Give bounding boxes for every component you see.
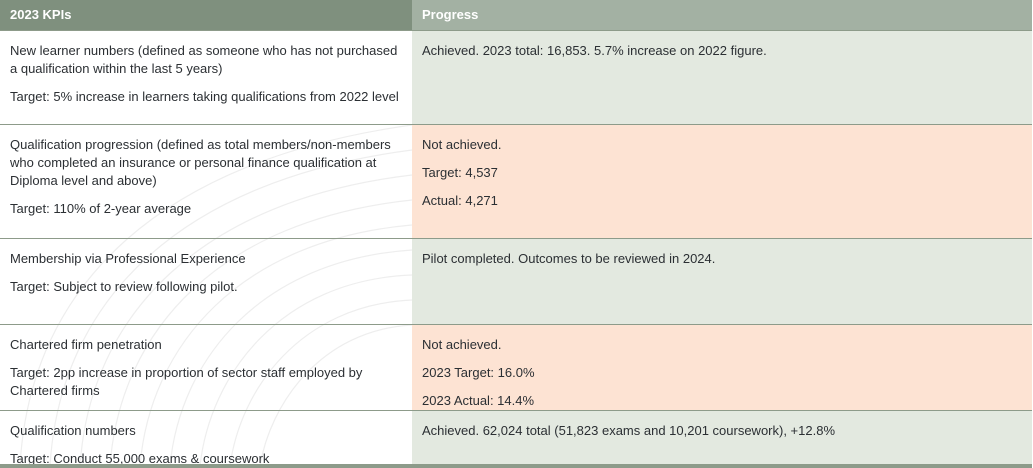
progress-cell: Not achieved. Target: 4,537 Actual: 4,27… bbox=[412, 125, 1032, 238]
kpi-cell: Membership via Professional Experience T… bbox=[0, 239, 412, 324]
kpi-target: Target: Subject to review following pilo… bbox=[10, 279, 238, 294]
kpi-column-header: 2023 KPIs bbox=[0, 0, 412, 30]
progress-text: Pilot completed. Outcomes to be reviewed… bbox=[422, 251, 716, 266]
table-row: New learner numbers (defined as someone … bbox=[0, 30, 1032, 124]
kpi-cell: Qualification numbers Target: Conduct 55… bbox=[0, 411, 412, 466]
kpi-cell: Chartered firm penetration Target: 2pp i… bbox=[0, 325, 412, 410]
progress-column-header: Progress bbox=[422, 7, 479, 22]
kpi-target: Target: 2pp increase in proportion of se… bbox=[10, 365, 363, 398]
table-bottom-rule bbox=[0, 464, 1032, 468]
progress-status: Not achieved. bbox=[422, 137, 502, 152]
kpi-cell: Qualification progression (defined as to… bbox=[0, 125, 412, 238]
progress-status: Not achieved. bbox=[422, 337, 502, 352]
kpi-description: Chartered firm penetration bbox=[10, 337, 162, 352]
progress-text: Achieved. 62,024 total (51,823 exams and… bbox=[422, 423, 836, 438]
progress-cell: Not achieved. 2023 Target: 16.0% 2023 Ac… bbox=[412, 325, 1032, 410]
kpi-target: Target: 110% of 2-year average bbox=[10, 201, 192, 216]
progress-actual: Actual: 4,271 bbox=[422, 193, 498, 208]
progress-cell: Pilot completed. Outcomes to be reviewed… bbox=[412, 239, 1032, 324]
kpi-description: Qualification numbers bbox=[10, 423, 136, 438]
kpi-target: Target: 5% increase in learners taking q… bbox=[10, 89, 399, 104]
kpi-target: Target: Conduct 55,000 exams & coursewor… bbox=[10, 451, 270, 466]
kpi-description: Qualification progression (defined as to… bbox=[10, 137, 391, 188]
progress-cell: Achieved. 62,024 total (51,823 exams and… bbox=[412, 411, 1032, 464]
table-row: Chartered firm penetration Target: 2pp i… bbox=[0, 324, 1032, 410]
kpi-description: New learner numbers (defined as someone … bbox=[10, 43, 398, 76]
table-row: Qualification numbers Target: Conduct 55… bbox=[0, 410, 1032, 466]
progress-cell: Achieved. 2023 total: 16,853. 5.7% incre… bbox=[412, 31, 1032, 124]
progress-target: Target: 4,537 bbox=[422, 165, 498, 180]
table-row: Membership via Professional Experience T… bbox=[0, 238, 1032, 324]
progress-text: Achieved. 2023 total: 16,853. 5.7% incre… bbox=[422, 43, 767, 58]
progress-actual: 2023 Actual: 14.4% bbox=[422, 393, 535, 408]
kpi-description: Membership via Professional Experience bbox=[10, 251, 246, 266]
kpi-cell: New learner numbers (defined as someone … bbox=[0, 31, 412, 124]
progress-target: 2023 Target: 16.0% bbox=[422, 365, 535, 380]
table-header-row: 2023 KPIs Progress bbox=[0, 0, 1032, 30]
table-row: Qualification progression (defined as to… bbox=[0, 124, 1032, 238]
